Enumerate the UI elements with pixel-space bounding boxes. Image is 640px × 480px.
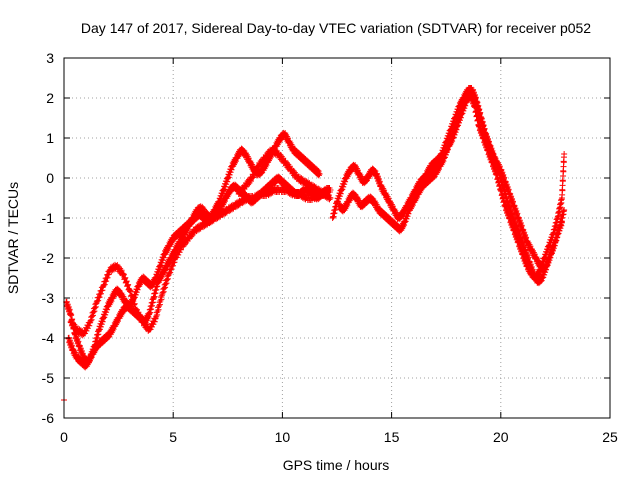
grid — [64, 58, 610, 418]
chart-title: Day 147 of 2017, Sidereal Day-to-day VTE… — [81, 20, 591, 36]
data-point — [316, 171, 323, 177]
series-track-3 — [67, 185, 330, 339]
y-tick-label: -5 — [42, 370, 55, 386]
x-axis-label: GPS time / hours — [283, 457, 390, 473]
y-tick-label: -3 — [42, 290, 55, 306]
x-tick-label: 5 — [169, 429, 177, 445]
y-tick-label: 3 — [46, 50, 54, 66]
data-point — [131, 300, 138, 307]
x-tick-label: 10 — [275, 429, 291, 445]
data-point — [122, 274, 129, 281]
x-tick-label: 0 — [60, 429, 68, 445]
y-tick-label: -6 — [42, 410, 55, 426]
x-tick-label: 20 — [493, 429, 509, 445]
data-point — [120, 271, 127, 278]
data-point — [68, 311, 75, 318]
y-tick-label: -1 — [42, 210, 55, 226]
y-tick-label: 2 — [46, 90, 54, 106]
y-tick-label: 1 — [46, 130, 54, 146]
y-tick-label: 0 — [46, 170, 54, 186]
y-tick-label: -4 — [42, 330, 55, 346]
y-axis-label: SDTVAR / TECUs — [5, 182, 21, 294]
x-tick-label: 25 — [602, 429, 618, 445]
data-point — [125, 281, 132, 288]
data-point — [327, 187, 334, 193]
x-tick-label: 15 — [384, 429, 400, 445]
data-point — [128, 292, 135, 299]
data-point — [130, 296, 137, 303]
data-point — [123, 278, 130, 285]
y-tick-label: -2 — [42, 250, 55, 266]
data-points — [61, 85, 568, 403]
data-point — [127, 287, 134, 294]
